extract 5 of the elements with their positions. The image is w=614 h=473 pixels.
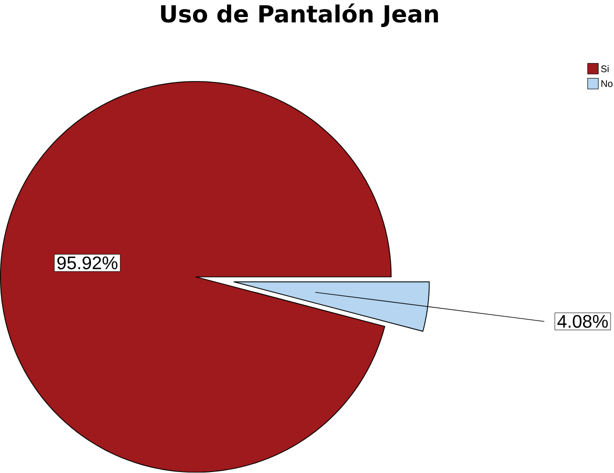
data-label: 95.92% (57, 256, 118, 270)
data-label: 4.08% (557, 315, 608, 328)
legend-label: No (601, 80, 613, 88)
legend-label: Si (601, 65, 609, 72)
chart-title: Uso de Pantalón Jean (161, 4, 438, 28)
